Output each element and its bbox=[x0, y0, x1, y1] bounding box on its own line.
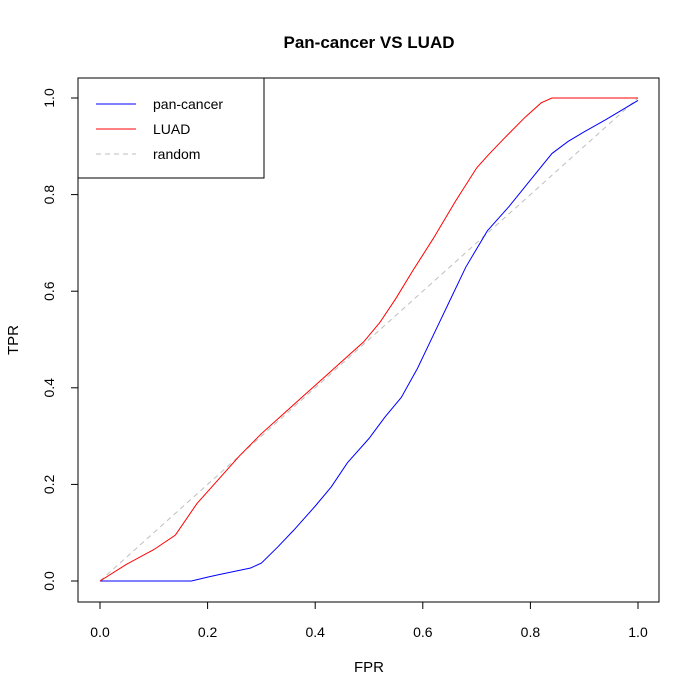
y-tick-label: 0.2 bbox=[41, 474, 57, 494]
x-tick-label: 0.6 bbox=[413, 624, 433, 640]
x-tick-label: 0.0 bbox=[90, 624, 110, 640]
x-axis-label: FPR bbox=[354, 659, 384, 676]
y-tick-label: 0.4 bbox=[41, 378, 57, 398]
x-tick-label: 0.8 bbox=[521, 624, 541, 640]
chart-title: Pan-cancer VS LUAD bbox=[284, 33, 455, 52]
series-line-random bbox=[99, 97, 639, 582]
legend-label: random bbox=[153, 146, 200, 162]
series-line-luad bbox=[99, 97, 638, 582]
x-tick-label: 1.0 bbox=[628, 624, 648, 640]
x-tick-label: 0.4 bbox=[305, 624, 325, 640]
y-tick-label: 0.8 bbox=[41, 185, 57, 205]
y-axis-label: TPR bbox=[5, 325, 22, 355]
legend: pan-cancer LUAD random bbox=[77, 77, 265, 179]
legend-label: LUAD bbox=[153, 121, 190, 137]
legend-box bbox=[77, 77, 265, 179]
y-tick-label: 0.6 bbox=[41, 281, 57, 301]
y-tick-label: 1.0 bbox=[41, 88, 57, 108]
legend-label: pan-cancer bbox=[153, 96, 223, 112]
y-tick-label: 0.0 bbox=[41, 571, 57, 591]
y-axis: 0.0 0.2 0.4 0.6 0.8 1.0 bbox=[41, 88, 79, 591]
x-tick-label: 0.2 bbox=[198, 624, 218, 640]
x-axis: 0.0 0.2 0.4 0.6 0.8 1.0 bbox=[90, 601, 648, 640]
series-layer bbox=[99, 97, 639, 582]
series-line-pan-cancer bbox=[100, 99, 639, 582]
